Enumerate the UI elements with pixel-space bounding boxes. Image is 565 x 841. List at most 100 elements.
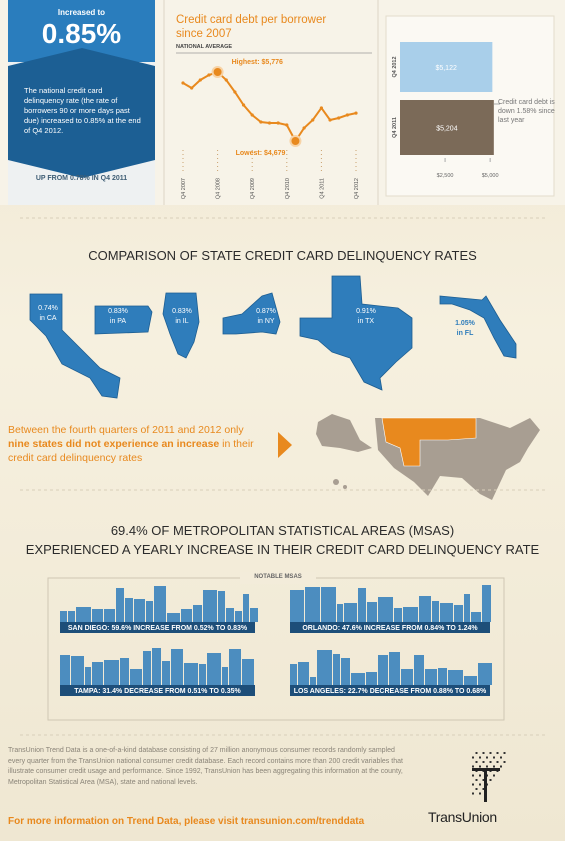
x-tick-label: $2,500: [437, 173, 454, 179]
logo-dot: [479, 765, 481, 768]
logo-dot: [503, 761, 506, 763]
bar-value-label: $5,204: [436, 126, 458, 133]
state-name: in IL: [175, 318, 188, 325]
extreme-point: [289, 135, 302, 147]
msa-label-bg: [290, 685, 490, 696]
debt-point: [337, 116, 341, 120]
building: [432, 601, 439, 622]
logo-dot: [479, 783, 481, 786]
state-rate: 0.83%: [108, 308, 128, 315]
nine-states: [381, 417, 477, 467]
logo-dot: [493, 774, 495, 777]
building: [171, 649, 183, 685]
building: [464, 594, 470, 622]
logo-dot: [479, 792, 481, 795]
statement-text: Between the fourth quarters of 2011 and …: [8, 424, 244, 436]
logo-dot: [482, 752, 485, 754]
building: [125, 598, 133, 622]
msa-title: 69.4% OF METROPOLITAN STATISTICAL AREAS …: [110, 523, 455, 538]
logo-dot: [489, 779, 492, 781]
logo-dot: [472, 765, 474, 768]
building: [448, 670, 463, 685]
debt-point: [190, 86, 194, 90]
building: [401, 669, 413, 685]
msa-box-label: NOTABLE MSAS: [254, 574, 302, 580]
state-name: in PA: [110, 318, 127, 325]
line-subtitle: NATIONAL AVERAGE: [176, 44, 233, 50]
building: [358, 588, 366, 622]
debt-point: [354, 111, 358, 115]
state-rate: 0.91%: [356, 308, 376, 315]
building: [146, 601, 153, 622]
building: [438, 668, 447, 685]
bar-category: Q4 2011: [392, 117, 398, 138]
building: [235, 611, 242, 622]
building: [76, 607, 91, 622]
building: [333, 654, 340, 685]
line-title: Credit card debt per borrower since 2007: [176, 14, 327, 40]
footer-link[interactable]: For more information on Trend Data, plea…: [8, 816, 365, 827]
debt-point: [250, 113, 254, 117]
msa-label: TAMPA: 31.4% DECREASE FROM 0.51% TO 0.35…: [74, 688, 241, 695]
building: [425, 669, 437, 685]
building: [226, 608, 234, 622]
logo-dot: [475, 761, 478, 763]
logo-dot: [503, 752, 506, 754]
state-name: in NY: [257, 318, 274, 325]
state-il: [162, 292, 200, 359]
state-name: in CA: [39, 315, 56, 322]
logo-dot: [489, 752, 492, 754]
logo-dot: [482, 788, 485, 790]
building: [454, 605, 463, 622]
skylines: SAN DIEGO: 59.6% INCREASE FROM 0.52% TO …: [60, 585, 492, 696]
building: [120, 658, 129, 685]
msa-title: EXPERIENCED A YEARLY INCREASE IN THEIR C…: [25, 542, 540, 557]
debt-point: [276, 121, 280, 125]
debt-point: [241, 103, 246, 107]
alaska: [316, 414, 372, 452]
building: [298, 662, 309, 685]
building: [167, 613, 180, 622]
debt-point: [259, 120, 263, 124]
logo-dot: [500, 756, 502, 759]
building: [305, 587, 320, 622]
states-title: COMPARISON OF STATE CREDIT CARD DELINQUE…: [88, 248, 477, 263]
building: [471, 612, 481, 622]
building: [199, 664, 206, 685]
statement-bold: nine states did not experience an increa…: [8, 438, 220, 450]
debt-point: [302, 126, 306, 130]
debt-point: [198, 78, 202, 82]
building: [250, 608, 258, 622]
badge-arrow: [8, 48, 155, 178]
msa-box-label-bg: [240, 572, 316, 584]
building: [290, 664, 297, 685]
msa-label: SAN DIEGO: 59.6% INCREASE FROM 0.52% TO …: [68, 625, 248, 632]
state-pa: [94, 305, 153, 335]
bar-value-label: $5,122: [435, 65, 457, 72]
x-tick-label: Q4 2010: [285, 178, 291, 199]
msa-label-bg: [60, 622, 255, 633]
x-tick-label: Q4 2011: [319, 178, 325, 199]
building: [104, 660, 119, 685]
building: [341, 658, 350, 685]
extreme-point: [211, 66, 224, 78]
building: [389, 652, 400, 685]
logo-dot: [482, 761, 485, 763]
building: [366, 672, 377, 685]
building: [337, 604, 343, 622]
building: [222, 667, 228, 685]
logo-bar: [472, 768, 500, 771]
building: [242, 659, 254, 685]
msa-label-bg: [290, 622, 490, 633]
x-tick-label: Q4 2007: [181, 178, 187, 199]
state-rate: 1.05%: [455, 320, 476, 327]
building: [478, 663, 492, 685]
state-tx: [299, 275, 413, 391]
building: [104, 609, 115, 622]
footer-text: TransUnion Trend Data is a one-of-a-kind…: [8, 747, 403, 786]
badge-text: The national credit card delinquency rat…: [24, 86, 141, 135]
logo-dot: [472, 783, 474, 786]
building: [290, 590, 304, 622]
